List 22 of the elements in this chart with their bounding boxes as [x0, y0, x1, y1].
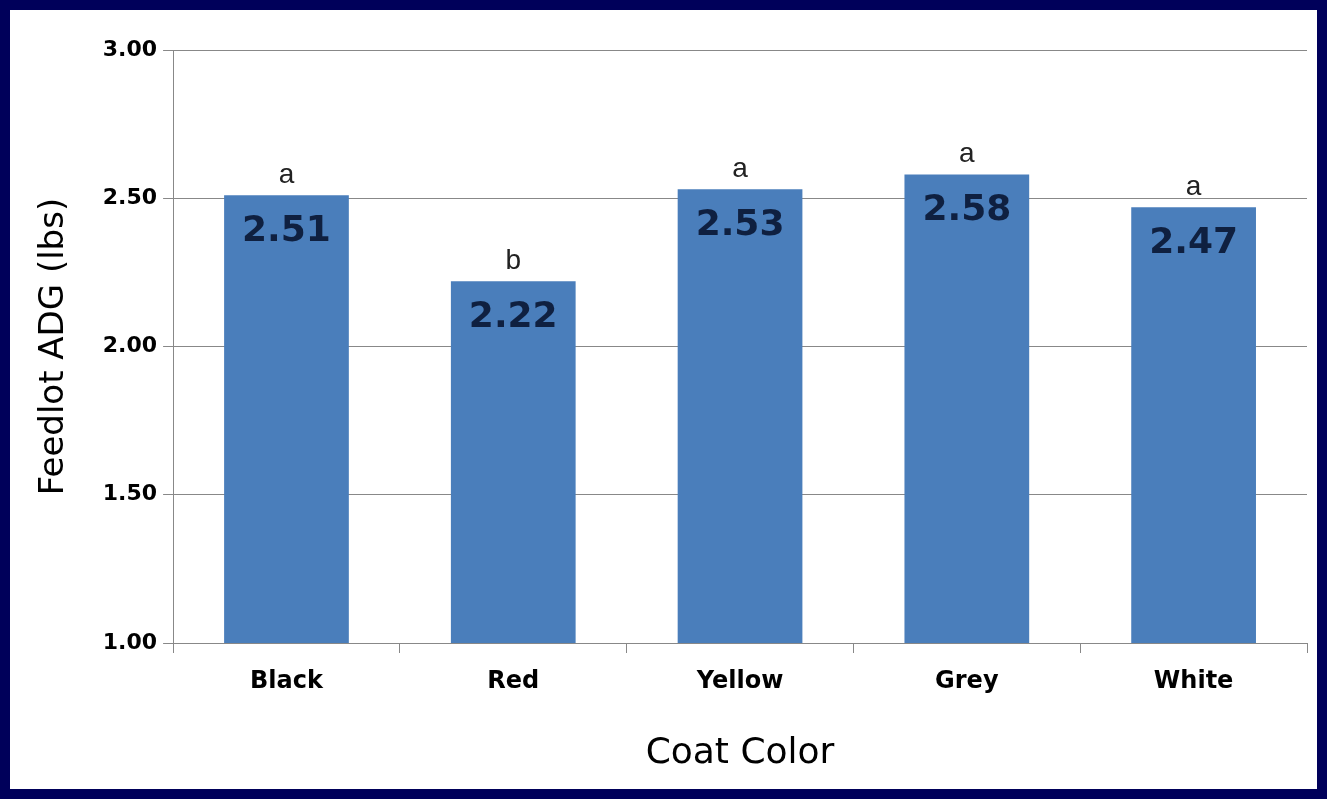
data-label: 2.47 — [1149, 219, 1239, 261]
y-tick-label: 3.00 — [102, 35, 158, 61]
y-axis-title: Feedlot ADG (lbs) — [31, 197, 72, 496]
y-tick-label: 1.00 — [102, 628, 158, 654]
data-label: 2.58 — [922, 186, 1012, 228]
x-tick-label: Black — [250, 665, 324, 694]
x-tick-label: Yellow — [695, 665, 784, 694]
data-label: 2.51 — [242, 207, 331, 249]
annotation: a — [732, 152, 749, 184]
annotation: a — [1185, 169, 1202, 201]
y-tick-label: 2.50 — [102, 183, 158, 209]
x-tick-label: Grey — [935, 665, 999, 694]
data-label: 2.53 — [695, 201, 785, 243]
x-tick-label: White — [1153, 665, 1234, 694]
x-tick-label: Red — [487, 665, 540, 694]
y-tick-label: 1.50 — [102, 480, 158, 506]
annotation: a — [278, 158, 295, 189]
x-axis-title: Coat Color — [645, 729, 835, 771]
data-label: 2.22 — [468, 293, 558, 335]
annotation: b — [505, 243, 522, 275]
y-tick-label: 2.00 — [102, 332, 158, 358]
annotation: a — [959, 137, 976, 169]
